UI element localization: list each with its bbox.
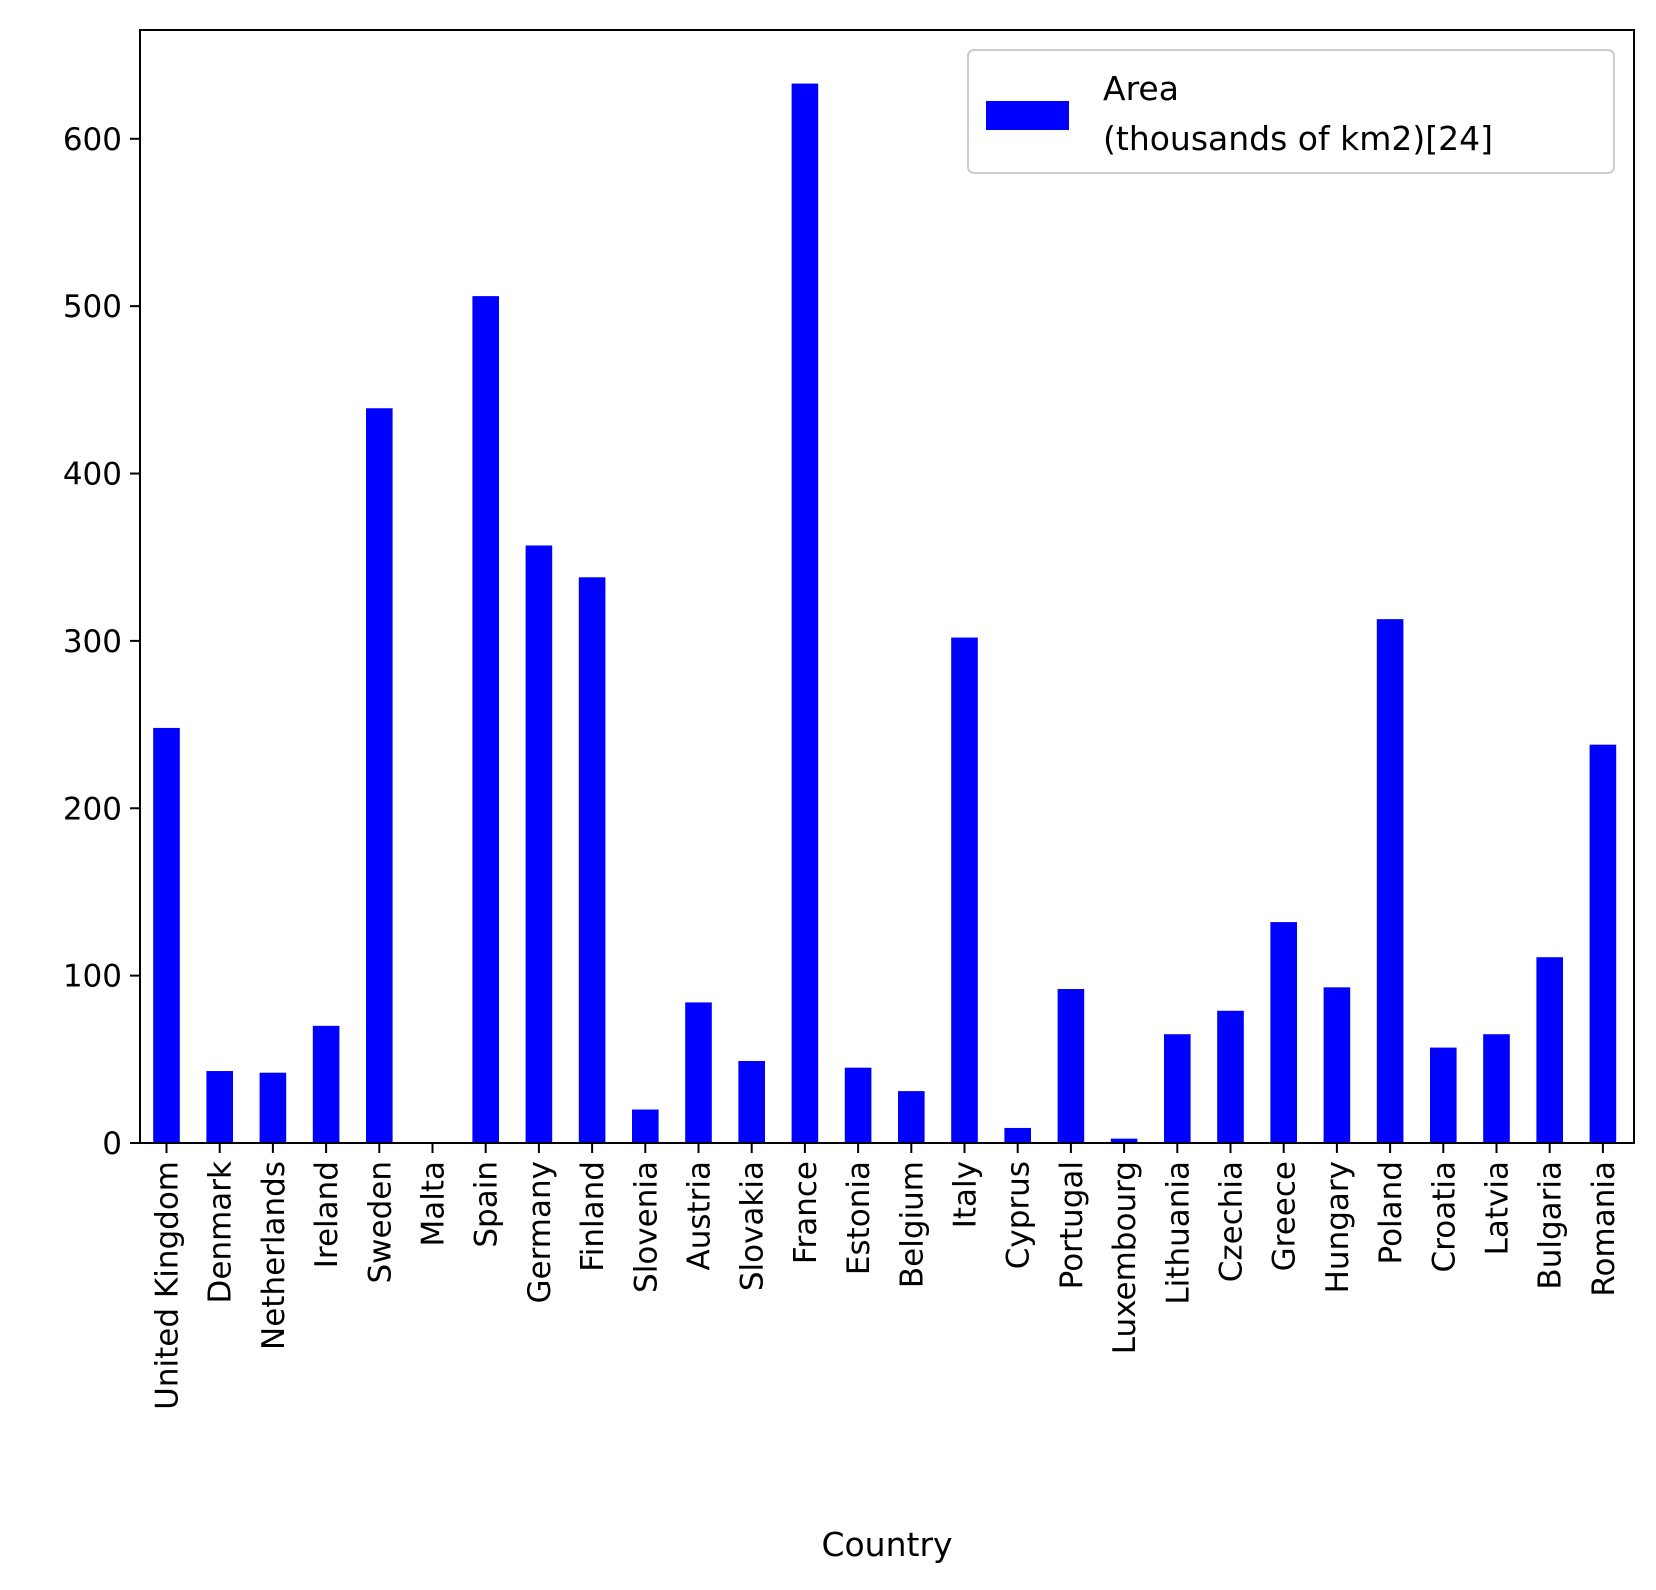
bar-bulgaria <box>1536 957 1563 1143</box>
x-axis: United Kingdom Denmark Netherlands Ireland S… <box>150 1143 1622 1410</box>
x-axis-label: Country <box>821 1525 952 1564</box>
x-tick-label: Hungary <box>1320 1161 1356 1293</box>
plot-frame <box>139 29 1635 1144</box>
bar-united-kingdom <box>153 727 180 1143</box>
bar-croatia <box>1430 1047 1457 1143</box>
bar-ireland <box>312 1025 340 1143</box>
bar-italy <box>951 637 978 1143</box>
legend-swatch <box>986 101 1069 130</box>
x-tick-label: Finland <box>575 1161 611 1272</box>
bar-poland <box>1376 619 1404 1143</box>
bar-hungary <box>1323 987 1351 1143</box>
bar-greece <box>1270 922 1297 1143</box>
x-tick-label: Sweden <box>362 1161 398 1284</box>
bar-sweden <box>366 408 393 1143</box>
x-tick-label: Poland <box>1373 1161 1409 1265</box>
x-tick-label: Luxembourg <box>1107 1161 1143 1354</box>
x-tick-label: Slovenia <box>628 1161 664 1293</box>
bar-netherlands <box>259 1072 287 1143</box>
x-tick-label: Ireland <box>309 1161 345 1268</box>
x-tick-label: Czechia <box>1214 1161 1250 1282</box>
bar-denmark <box>206 1071 233 1143</box>
y-tick-label: 600 <box>63 122 122 158</box>
bars-layer <box>153 83 1617 1144</box>
x-tick-label: Romania <box>1586 1161 1622 1297</box>
x-tick-label: Bulgaria <box>1533 1161 1569 1290</box>
y-tick-label: 200 <box>63 791 122 827</box>
x-tick-label: Austria <box>682 1161 718 1271</box>
bar-austria <box>685 1002 712 1143</box>
x-tick-label: Netherlands <box>256 1161 292 1350</box>
x-tick-label: United Kingdom <box>150 1161 186 1410</box>
bar-germany <box>525 545 553 1143</box>
x-tick-label: Denmark <box>203 1161 239 1304</box>
x-tick-label: Estonia <box>841 1161 877 1275</box>
bar-cyprus <box>1004 1127 1031 1143</box>
x-tick-label: Malta <box>416 1161 452 1247</box>
legend-frame <box>967 49 1615 174</box>
bar-spain <box>472 296 499 1143</box>
bar-romania <box>1589 744 1617 1143</box>
bar-slovenia <box>632 1109 659 1143</box>
y-tick-label: 500 <box>63 289 122 325</box>
bar-slovakia <box>738 1060 765 1143</box>
x-tick-label: Italy <box>948 1161 984 1228</box>
bar-czechia <box>1217 1010 1244 1143</box>
x-tick-label: Germany <box>522 1161 558 1303</box>
bar-france <box>791 83 819 1144</box>
bar-portugal <box>1057 989 1085 1143</box>
x-tick-label: Lithuania <box>1160 1161 1196 1305</box>
y-tick-label: 0 <box>102 1126 122 1162</box>
x-tick-label: Portugal <box>1054 1161 1090 1289</box>
y-tick-label: 400 <box>63 457 122 493</box>
x-tick-label: Spain <box>469 1161 505 1248</box>
legend-label-line-1: Area <box>1103 69 1179 108</box>
x-tick-label: Latvia <box>1480 1161 1516 1255</box>
x-tick-label: France <box>788 1161 824 1264</box>
y-tick-label: 300 <box>63 624 122 660</box>
bar-belgium <box>898 1091 925 1143</box>
y-tick-label: 100 <box>63 959 122 995</box>
x-tick-label: Cyprus <box>1001 1161 1037 1269</box>
bar-finland <box>578 577 606 1143</box>
x-tick-label: Greece <box>1267 1161 1303 1271</box>
bar-luxembourg <box>1110 1138 1138 1143</box>
legend-label-line-2: (thousands of km2)[24] <box>1103 119 1493 158</box>
legend: Area (thousands of km2)[24] <box>967 49 1615 174</box>
x-tick-label: Slovakia <box>735 1161 771 1291</box>
bar-estonia <box>844 1067 872 1143</box>
bar-lithuania <box>1164 1034 1191 1143</box>
y-axis: 0 100 200 300 400 500 600 <box>63 122 140 1162</box>
x-tick-label: Belgium <box>894 1161 930 1288</box>
x-tick-label: Croatia <box>1426 1161 1462 1272</box>
bar-latvia <box>1483 1034 1510 1143</box>
